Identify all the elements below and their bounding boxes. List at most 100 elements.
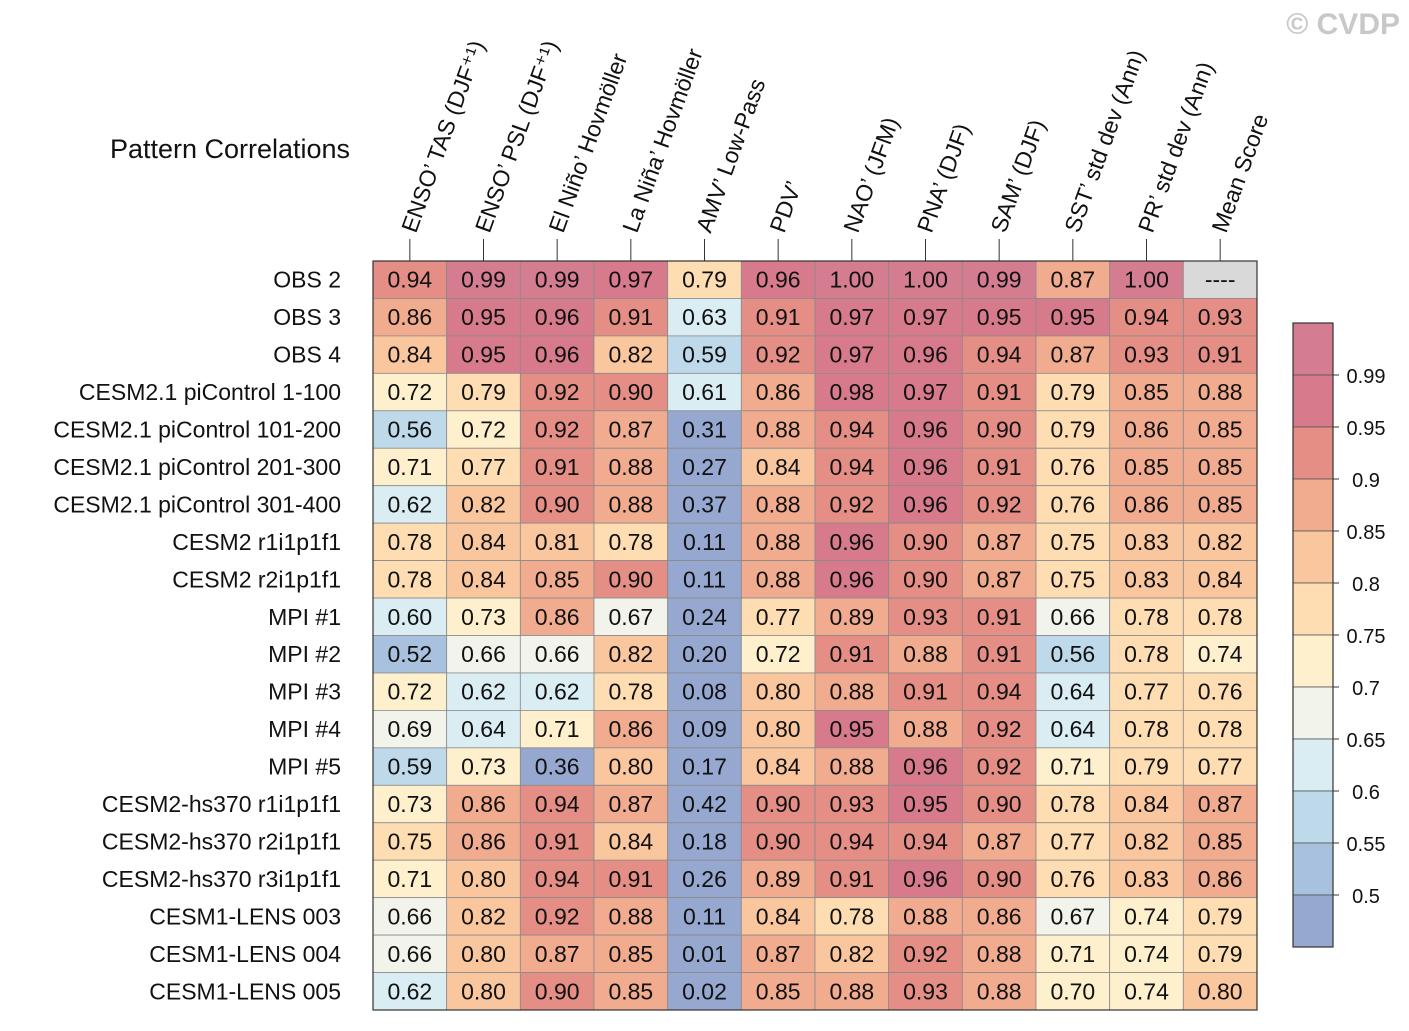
heatmap-cell (446, 372, 521, 412)
heatmap-cell (446, 635, 521, 674)
heatmap-cell (740, 934, 816, 973)
colorbar-segment (1292, 426, 1334, 480)
heatmap-cell (961, 447, 1037, 487)
heatmap-cell (961, 410, 1037, 449)
cell-value-label: 0.88 (756, 529, 801, 555)
heatmap-cell (667, 410, 742, 449)
heatmap-cell (372, 372, 448, 412)
cell-value-label: 0.87 (1198, 791, 1243, 817)
heatmap-cell (961, 747, 1037, 786)
cell-value-label: 0.80 (461, 978, 506, 1004)
cell-value-label: 0.86 (608, 716, 653, 742)
cell-value-label: 0.97 (829, 304, 874, 330)
cell-value-label: 0.88 (829, 679, 874, 705)
heatmap-cell (372, 260, 448, 299)
heatmap-cell (814, 635, 890, 674)
cell-value-label: 0.61 (682, 379, 727, 405)
heatmap-cell (1109, 859, 1184, 899)
cell-value-label: 0.79 (682, 267, 727, 293)
cell-value-label: 0.42 (682, 791, 727, 817)
heatmap-cell (961, 784, 1037, 824)
cell-value-label: 0.91 (535, 454, 580, 480)
heatmap-cell (667, 447, 742, 487)
cell-value-label: 0.94 (829, 454, 874, 480)
heatmap-cell (1035, 372, 1111, 412)
heatmap-cell (446, 747, 521, 786)
cell-value-label: 0.78 (1198, 604, 1243, 630)
cell-value-label: 0.76 (1050, 491, 1095, 517)
heatmap-cell (667, 747, 742, 786)
row-label: CESM1-LENS 004 (149, 941, 341, 967)
column-label: PDV’ (764, 178, 806, 236)
heatmap-cell (740, 897, 816, 936)
cell-value-label: 0.11 (683, 566, 726, 592)
column-label: El Niño’ Hovmöller (543, 50, 632, 236)
cell-value-label: 0.88 (608, 491, 653, 517)
cell-value-label: 0.94 (829, 828, 874, 854)
cell-value-label: 0.94 (535, 791, 580, 817)
row-label: CESM2 r1i1p1f1 (172, 529, 341, 555)
heatmap-cell (1035, 897, 1111, 936)
cell-value-label: 0.77 (1124, 679, 1169, 705)
heatmap-cell (1035, 859, 1111, 899)
heatmap-cell (814, 822, 890, 861)
heatmap-cell (446, 560, 521, 599)
heatmap-cell (1182, 972, 1258, 1011)
cell-value-label: 0.95 (461, 304, 506, 330)
row-label: MPI #4 (268, 716, 341, 742)
cell-value-label: 0.91 (977, 379, 1022, 405)
cell-value-label: 0.99 (461, 267, 506, 293)
cell-value-label: 0.85 (756, 978, 801, 1004)
cell-value-label: 0.94 (1124, 304, 1169, 330)
cell-value-label: 0.93 (903, 978, 948, 1004)
cell-value-label: 0.66 (1050, 604, 1095, 630)
heatmap-cell (1109, 934, 1184, 973)
heatmap-cell (814, 522, 890, 562)
column-labels: ENSO’ TAS (DJF⁺¹)ENSO’ PSL (DJF⁺¹)El Niñ… (396, 37, 1273, 261)
cell-value-label: 0.78 (387, 566, 432, 592)
row-label: OBS 3 (273, 304, 341, 330)
heatmap-cell (372, 635, 448, 674)
heatmap-cell (667, 822, 742, 861)
heatmap-cell (814, 597, 890, 636)
heatmap-cell (961, 522, 1037, 562)
cell-value-label: 0.87 (977, 529, 1022, 555)
heatmap-cell (446, 934, 521, 973)
heatmap-cell (1109, 260, 1184, 299)
cell-value-label: 0.90 (903, 566, 948, 592)
heatmap-cell (1035, 260, 1111, 299)
cell-value-label: 0.88 (756, 491, 801, 517)
cell-value-label: 0.17 (682, 754, 727, 780)
cell-value-label: 0.96 (535, 304, 580, 330)
heatmap-cell (1109, 522, 1184, 562)
heatmap-cell (961, 897, 1037, 936)
cell-value-label: 1.00 (1124, 267, 1169, 293)
cell-value-label: 0.80 (756, 716, 801, 742)
cell-value-label: 0.91 (977, 604, 1022, 630)
heatmap-cell (1182, 260, 1258, 299)
cell-value-label: 0.86 (756, 379, 801, 405)
cell-value-label: 0.87 (756, 941, 801, 967)
heatmap-cell (519, 560, 595, 599)
cell-value-label: 0.85 (535, 566, 580, 592)
heatmap-cell (667, 672, 742, 711)
heatmap-cell (667, 372, 742, 412)
cell-value-label: 0.92 (535, 417, 580, 443)
cell-value-label: 0.96 (903, 754, 948, 780)
column-label: NAO’ (JFM) (838, 114, 904, 236)
heatmap-cell (1182, 672, 1258, 711)
colorbar-segment (1292, 790, 1334, 844)
cell-value-label: 0.64 (1050, 679, 1095, 705)
cell-value-label: 0.91 (977, 454, 1022, 480)
cell-value-label: 0.88 (977, 941, 1022, 967)
cell-value-label: 0.91 (608, 866, 653, 892)
cell-value-label: 0.94 (387, 267, 432, 293)
cell-value-label: 0.82 (461, 491, 506, 517)
heatmap-cell (814, 747, 890, 786)
heatmap-cell (888, 485, 963, 524)
cell-value-label: 0.52 (387, 641, 432, 667)
heatmap-cell (667, 710, 742, 749)
cell-value-label: 0.01 (682, 941, 727, 967)
cell-value-label: 0.96 (903, 866, 948, 892)
heatmap-cell (1035, 485, 1111, 524)
